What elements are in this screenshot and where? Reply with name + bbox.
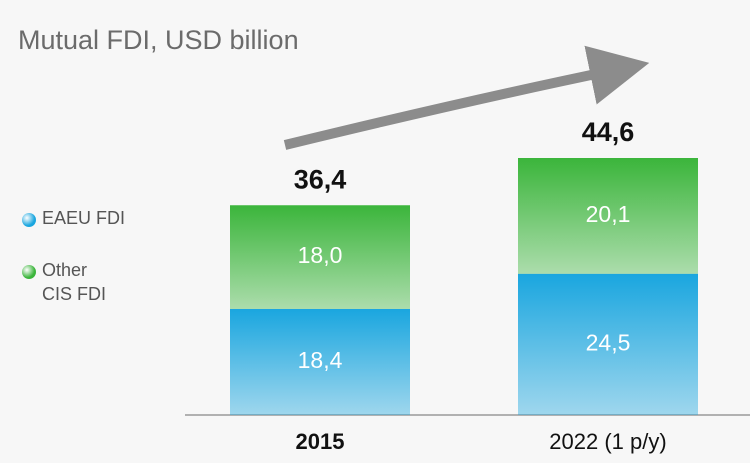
legend-item: Other CIS FDI <box>22 260 122 306</box>
legend-item: EAEU FDI <box>22 208 182 230</box>
bar-segment <box>518 158 698 274</box>
bar-segment <box>230 205 410 309</box>
value-label: 24,5 <box>586 329 631 355</box>
bar-segment <box>518 273 698 415</box>
value-label: 18,4 <box>298 347 343 373</box>
legend-swatch <box>22 265 36 279</box>
legend-swatch <box>22 213 36 227</box>
x-tick-label: 2022 (1 p/y) <box>549 429 666 454</box>
total-label: 44,6 <box>582 117 635 147</box>
value-label: 20,1 <box>586 201 631 227</box>
legend-label: EAEU FDI <box>42 208 126 228</box>
bar-segment <box>230 308 410 415</box>
total-label: 36,4 <box>294 164 347 194</box>
chart-title: Mutual FDI, USD billion <box>18 25 299 55</box>
value-label: 18,0 <box>298 242 343 268</box>
x-tick-label: 2015 <box>296 429 345 454</box>
trend-arrow <box>283 45 650 150</box>
legend-label: Other CIS FDI <box>42 260 107 304</box>
